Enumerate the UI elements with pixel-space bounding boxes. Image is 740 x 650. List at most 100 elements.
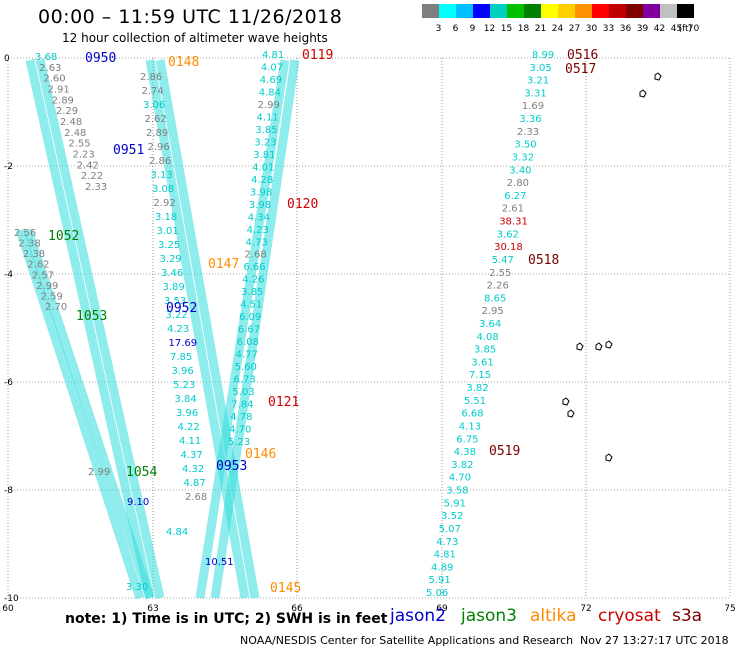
altika-swh-value: 3.84: [175, 394, 197, 405]
swh-values: 2.86 2.74 3.06 2.62 2.89 2.96 2.86 3.13 3.08 2.92…: [14, 50, 554, 599]
jason-swh-value: 2.70: [45, 302, 67, 313]
s3a-swh-value: 38.31: [499, 217, 528, 228]
s3a-swh-value: 2.95: [482, 306, 504, 317]
s3a-swh-value: 3.82: [451, 460, 473, 471]
s3a-swh-value: 2.26: [487, 281, 509, 292]
legend-label-altika: altika: [530, 606, 577, 626]
s3a-swh-value: 4.70: [449, 473, 471, 484]
track-id-0516: 0516: [567, 48, 598, 63]
altika-swh-value: 17.69: [169, 338, 198, 349]
cryosat-swh-value: 4.77: [236, 350, 258, 361]
colorbar-swatch: [660, 4, 677, 18]
colorbar-swatch: [643, 4, 660, 18]
altika-swh-value: 3.06: [143, 100, 165, 111]
altika-swh-value: 3.25: [158, 240, 180, 251]
cryosat-swh-value: 4.23: [247, 225, 269, 236]
s3a-swh-value: 3.40: [509, 165, 531, 176]
track-id-0121: 0121: [268, 395, 299, 410]
altika-swh-value: 4.23: [167, 324, 189, 335]
cryosat-swh-value: 4.84: [259, 87, 281, 98]
legend-altika: altika: [530, 606, 577, 626]
track-id-1053: 1053: [76, 309, 107, 324]
swath-band: [195, 59, 290, 599]
s3a-swh-value: 5.91: [444, 498, 466, 509]
x-tick-label: 66: [291, 604, 303, 614]
color-scale-legend: 3 6 9 12 15 18 21 24 27 30 33 36 39 42 45 70(ft): [422, 4, 700, 34]
colorbar-level-label: 42: [654, 24, 665, 34]
altika-swh-value: 3.96: [172, 366, 194, 377]
generated-timestamp: Nov 27 13:27:17 UTC 2018: [580, 634, 729, 647]
track-id-0518: 0518: [528, 253, 559, 268]
track-id-0952: 0952: [166, 301, 197, 316]
jason-swh-value: 4.84: [166, 527, 188, 538]
s3a-swh-value: 3.32: [512, 152, 534, 163]
cryosat-swh-value: 4.28: [251, 175, 273, 186]
colorbar-level-label: 12: [484, 24, 495, 34]
colorbar-level-label: 45: [671, 24, 682, 34]
cryosat-swh-value: 3.98: [250, 187, 272, 198]
page-subtitle: 12 hour collection of altimeter wave hei…: [62, 31, 328, 45]
track-id-0119: 0119: [302, 48, 333, 63]
colorbar-level-label: 33: [603, 24, 614, 34]
cryosat-swh-value: 6.08: [237, 337, 259, 348]
s3a-swh-value: 1.69: [522, 101, 544, 112]
swath-band: [23, 228, 155, 600]
altika-swh-value: 3.22: [166, 310, 188, 321]
s3a-swh-value: 3.52: [441, 511, 463, 522]
jason-swh-value: 2.55: [68, 139, 90, 150]
track-id-0951: 0951: [113, 143, 144, 158]
jason-swh-value: 2.22: [81, 171, 103, 182]
y-tick-label: -4: [4, 270, 13, 280]
cryosat-swh-value: 4.01: [252, 162, 274, 173]
island-outline: [562, 397, 570, 406]
colorbar-swatch: [609, 4, 626, 18]
island-outline: [576, 342, 584, 351]
cryosat-swh-value: 4.07: [261, 62, 283, 73]
colorbar-swatch: [558, 4, 575, 18]
track-id-0953: 0953: [216, 459, 247, 474]
altika-swh-value: 3.18: [155, 212, 177, 223]
cryosat-swh-value: 4.51: [240, 300, 262, 311]
track-id-0950: 0950: [85, 51, 116, 66]
legend-label-s3a: s3a: [672, 606, 703, 626]
s3a-swh-value: 3.82: [466, 383, 488, 394]
colorbar-level-label: 9: [470, 24, 476, 34]
cryosat-swh-value: 6.09: [239, 312, 261, 323]
cryosat-swh-value: 5.60: [235, 362, 257, 373]
jason-swh-value: 2.59: [41, 291, 63, 302]
cryosat-swh-value: 3.85: [255, 125, 277, 136]
colorbar-level-label: 39: [637, 24, 649, 34]
altika-swh-value: 2.92: [154, 198, 176, 209]
swath-band: [145, 59, 250, 599]
jason-swh-value: 2.91: [48, 85, 70, 96]
s3a-swh-value: 3.05: [529, 63, 551, 74]
jason-swh-value: 2.89: [52, 95, 74, 106]
track-id-0519: 0519: [489, 444, 520, 459]
altika-swh-value: 3.53: [164, 296, 186, 307]
track-id-1054: 1054: [126, 465, 157, 480]
jason-swh-value: 2.23: [73, 150, 95, 161]
jason-swh-value: 2.62: [27, 260, 49, 271]
colorbar-swatch: [575, 4, 592, 18]
track-id-0146: 0146: [245, 447, 276, 462]
x-tick-label: 60: [2, 604, 14, 614]
island-outline: [595, 342, 603, 351]
s3a-swh-value: 3.62: [497, 229, 519, 240]
altika-swh-value: 2.68: [185, 492, 207, 503]
island-outline: [605, 340, 613, 349]
island-outline: [654, 72, 662, 81]
colorbar-swatch: [541, 4, 558, 18]
colorbar-level-label: 6: [453, 24, 459, 34]
cryosat-swh-value: 4.70: [229, 425, 251, 436]
s3a-swh-value: 5.47: [492, 255, 514, 266]
jason-swh-value: 3.30: [126, 582, 148, 593]
jason-swh-value: 2.48: [64, 128, 86, 139]
island-outline: [567, 409, 575, 418]
s3a-swh-value: 4.13: [459, 421, 481, 432]
s3a-swh-value: 4.73: [436, 537, 458, 548]
colorbar-level-label: 70: [688, 24, 700, 34]
s3a-swh-value: 6.75: [456, 434, 478, 445]
s3a-swh-value: 3.36: [519, 114, 541, 125]
colorbar-level-label: 30: [586, 24, 598, 34]
track-id-1052: 1052: [48, 229, 79, 244]
